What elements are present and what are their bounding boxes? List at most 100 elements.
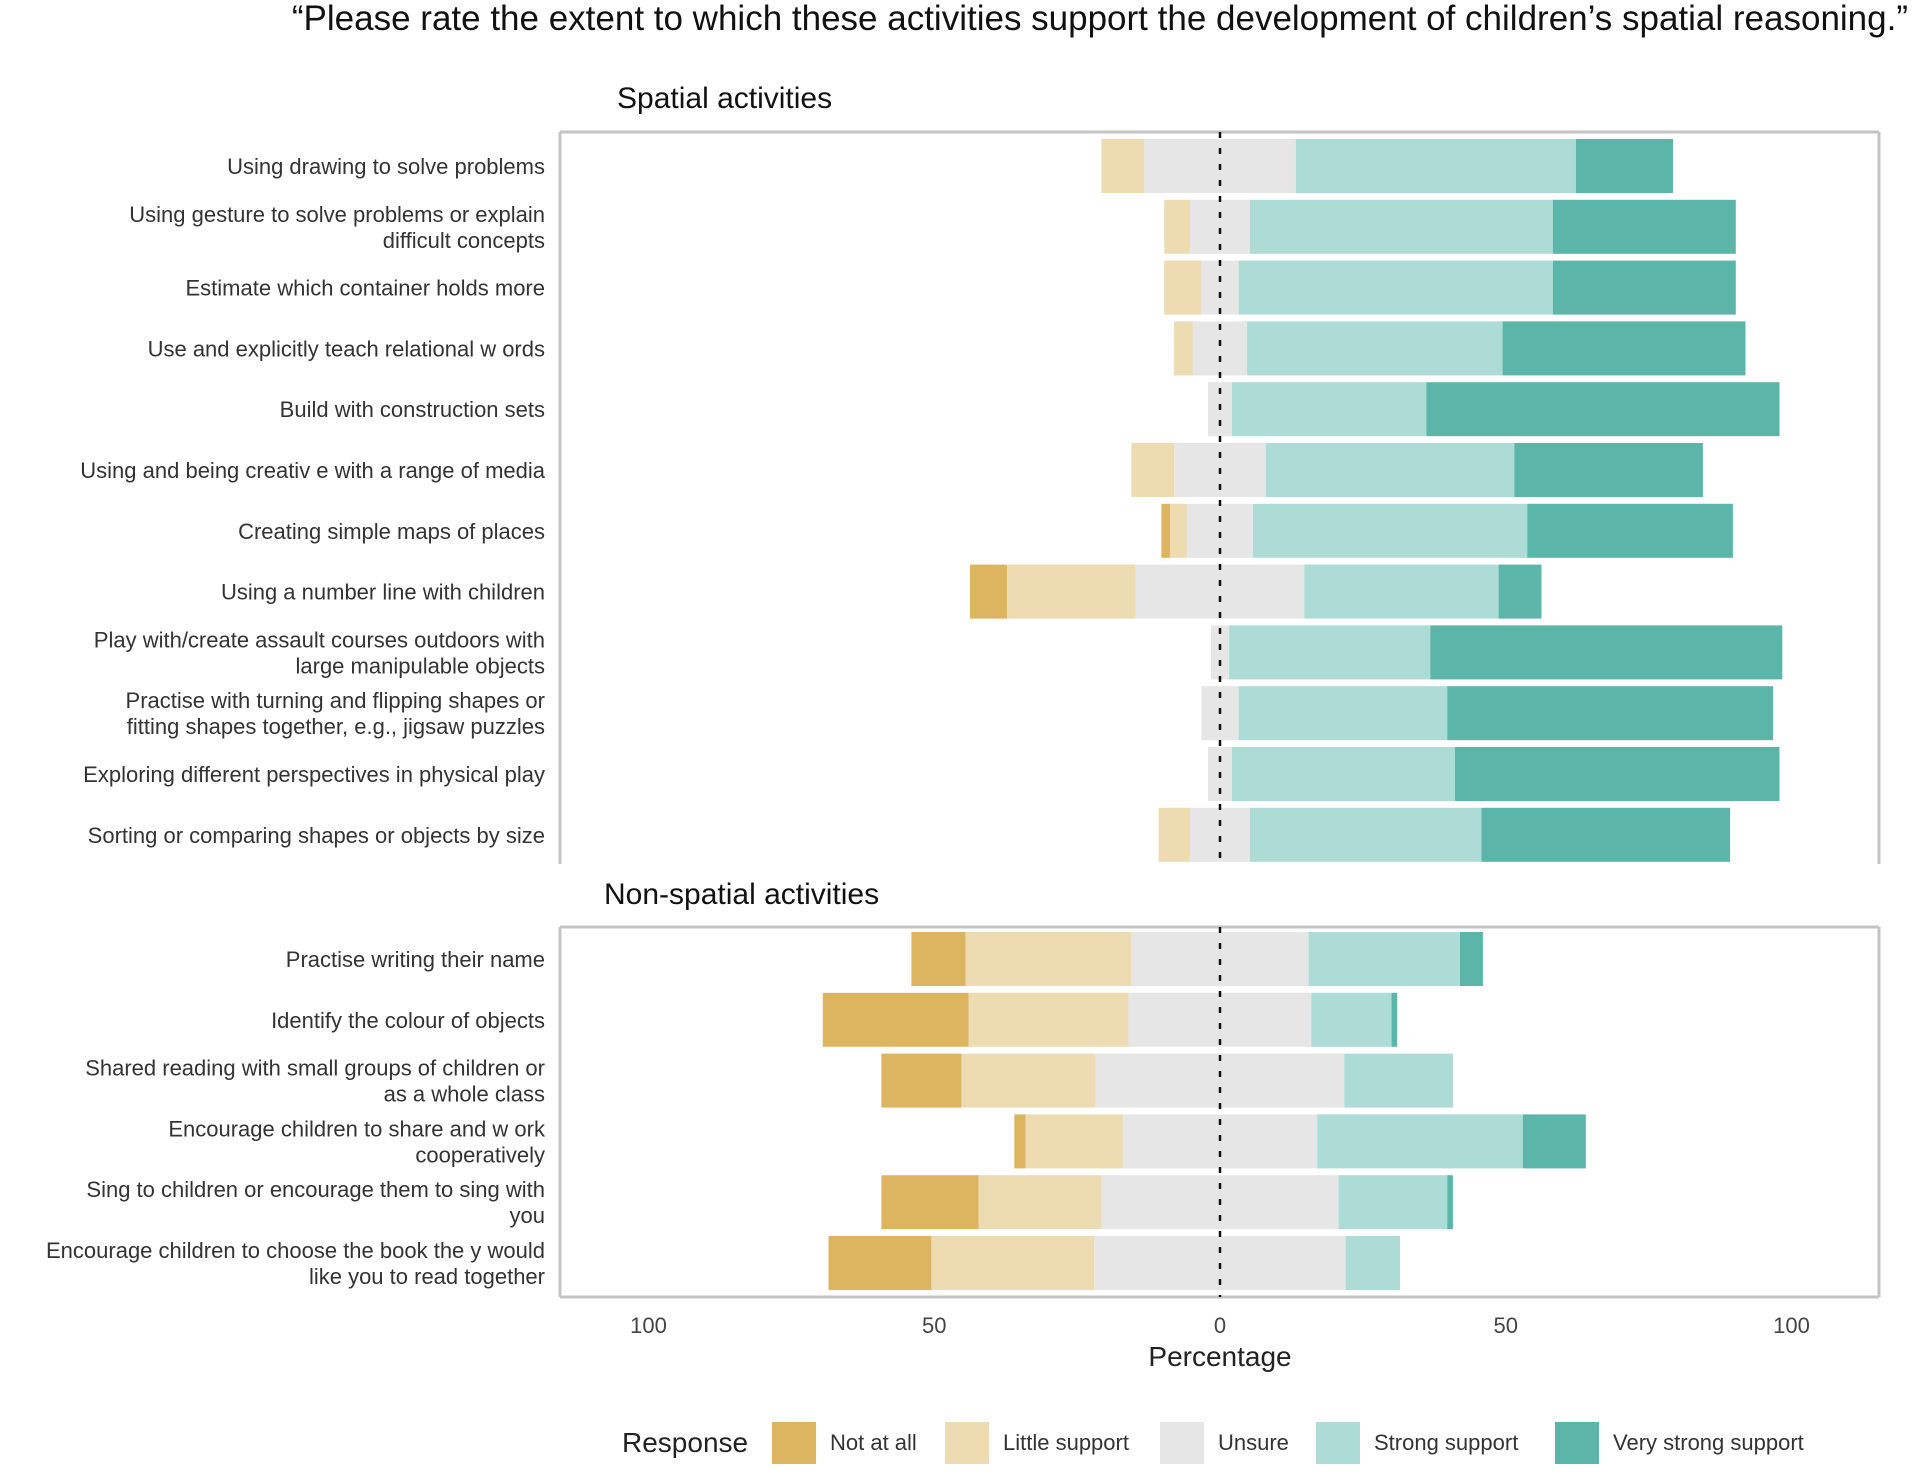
bar-segment-strong-support [1247, 321, 1503, 376]
bar-row: Using gesture to solve problems or expla… [129, 199, 1736, 254]
bar-segment-little-support [961, 1053, 1096, 1108]
bar-segment-little-support [1101, 139, 1145, 193]
row-label: difficult concepts [383, 228, 545, 253]
bar-segment-strong-support [1344, 1053, 1453, 1108]
bar-row: Build with construction sets [280, 382, 1780, 437]
bar-segment-little-support [1131, 443, 1175, 497]
bar-segment-little-support [1158, 807, 1190, 862]
legend-item: Little support [945, 1422, 1129, 1464]
row-label: Using a number line with children [221, 580, 545, 605]
x-tick-label: 100 [630, 1313, 667, 1338]
bar-segment-strong-support [1238, 686, 1448, 741]
legend-swatch [1160, 1422, 1204, 1464]
row-label: like you to read together [309, 1264, 545, 1289]
bar-segment-little-support [968, 992, 1129, 1047]
bar-row: Practise with turning and flipping shape… [126, 686, 1773, 741]
bar-segment-little-support [1164, 260, 1202, 315]
row-label: Use and explicitly teach relational w or… [148, 336, 545, 361]
bar-segment-strong-support [1232, 382, 1427, 437]
bar-row: Encourage children to choose the book th… [46, 1236, 1400, 1290]
bar-segment-strong-support [1229, 625, 1431, 680]
bar-row: Exploring different perspectives in phys… [83, 747, 1780, 801]
x-tick-label: 0 [1214, 1313, 1226, 1338]
panel-non-spatial: Non-spatial activities Practise writing t… [46, 878, 1881, 1299]
bar-segment-very-strong-support [1502, 321, 1746, 376]
row-label: large manipulable objects [296, 653, 546, 678]
x-tick-label: 50 [1494, 1313, 1518, 1338]
panel-spatial: Spatial activities Using drawing to solve… [80, 82, 1881, 864]
bar-segment-very-strong-support [1430, 625, 1783, 680]
panel-title: Non-spatial activities [604, 878, 879, 911]
bar-segment-not-at-all [1014, 1114, 1026, 1169]
bar-row: Creating simple maps of places [238, 503, 1733, 558]
bar-segment-little-support [1007, 564, 1136, 619]
row-label: Using drawing to solve problems [227, 154, 545, 179]
bar-row: Shared reading with small groups of chil… [85, 1053, 1453, 1108]
bar-row: Estimate which container holds more [186, 260, 1736, 315]
bar-segment-strong-support [1317, 1114, 1523, 1169]
bar-segment-very-strong-support [1575, 139, 1673, 193]
bar-row: Using drawing to solve problems [227, 139, 1673, 193]
bar-segment-little-support [1174, 321, 1193, 376]
bar-segment-very-strong-support [1552, 199, 1736, 254]
bar-segment-very-strong-support [1527, 503, 1733, 558]
row-label: Sorting or comparing shapes or objects b… [88, 823, 545, 848]
bar-row: Identify the colour of objects [271, 992, 1398, 1047]
legend-item: Unsure [1160, 1422, 1289, 1464]
bar-segment-very-strong-support [1426, 382, 1780, 437]
row-label: Estimate which container holds more [186, 276, 546, 301]
row-label: Practise with turning and flipping shape… [126, 688, 545, 713]
legend-item: Not at all [772, 1422, 917, 1464]
bar-segment-little-support [965, 932, 1132, 986]
bar-segment-not-at-all [1161, 503, 1170, 558]
bar-segment-not-at-all [828, 1236, 932, 1290]
legend-label: Little support [1003, 1430, 1129, 1455]
bar-row: Using and being creativ e with a range o… [80, 443, 1703, 497]
row-label: cooperatively [415, 1142, 545, 1167]
bar-segment-unsure [1210, 625, 1230, 680]
x-axis-title: Percentage [1148, 1341, 1291, 1372]
legend-title: Response [622, 1427, 748, 1458]
legend-label: Not at all [830, 1430, 917, 1455]
bar-segment-unsure [1128, 992, 1312, 1047]
bar-segment-not-at-all [911, 932, 966, 986]
bar-segment-little-support [1164, 199, 1190, 254]
legend-label: Strong support [1374, 1430, 1518, 1455]
bar-row: Sorting or comparing shapes or objects b… [88, 807, 1731, 862]
panel-title: Spatial activities [617, 82, 832, 115]
bar-row: Play with/create assault courses outdoor… [94, 625, 1783, 680]
legend-swatch [945, 1422, 989, 1464]
bar-segment-very-strong-support [1514, 443, 1703, 497]
bar-segment-very-strong-support [1447, 1175, 1453, 1230]
bar-segment-very-strong-support [1391, 992, 1398, 1047]
bar-segment-very-strong-support [1552, 260, 1736, 315]
bar-segment-very-strong-support [1454, 747, 1780, 801]
bar-segment-unsure [1192, 321, 1248, 376]
row-label: Practise writing their name [286, 947, 545, 972]
bar-row: Sing to children or encourage them to si… [86, 1175, 1453, 1230]
bar-segment-strong-support [1295, 139, 1576, 193]
row-label: Using and being creativ e with a range o… [80, 458, 545, 483]
row-label: Using gesture to solve problems or expla… [129, 202, 545, 227]
bar-segment-not-at-all [822, 992, 969, 1047]
row-label: Build with construction sets [280, 397, 545, 422]
chart-title: “Please rate the extent to which these a… [292, 0, 1908, 38]
row-label: fitting shapes together, e.g., jigsaw pu… [127, 714, 545, 739]
bar-row: Encourage children to share and w orkcoo… [168, 1114, 1586, 1169]
bar-segment-very-strong-support [1460, 932, 1483, 986]
bar-segment-very-strong-support [1447, 686, 1773, 741]
bar-segment-not-at-all [881, 1053, 962, 1108]
bar-segment-strong-support [1250, 807, 1482, 862]
row-label: Sing to children or encourage them to si… [86, 1177, 545, 1202]
bar-segment-very-strong-support [1498, 564, 1542, 619]
bar-segment-unsure [1135, 564, 1305, 619]
bar-segment-strong-support [1232, 747, 1455, 801]
bar-row: Use and explicitly teach relational w or… [148, 321, 1746, 376]
row-label: Shared reading with small groups of chil… [85, 1056, 545, 1081]
row-label: Creating simple maps of places [238, 519, 545, 544]
bar-segment-little-support [1025, 1114, 1123, 1169]
bar-segment-not-at-all [881, 1175, 979, 1230]
bar-segment-strong-support [1338, 1175, 1448, 1230]
row-label: Exploring different perspectives in phys… [83, 762, 545, 787]
